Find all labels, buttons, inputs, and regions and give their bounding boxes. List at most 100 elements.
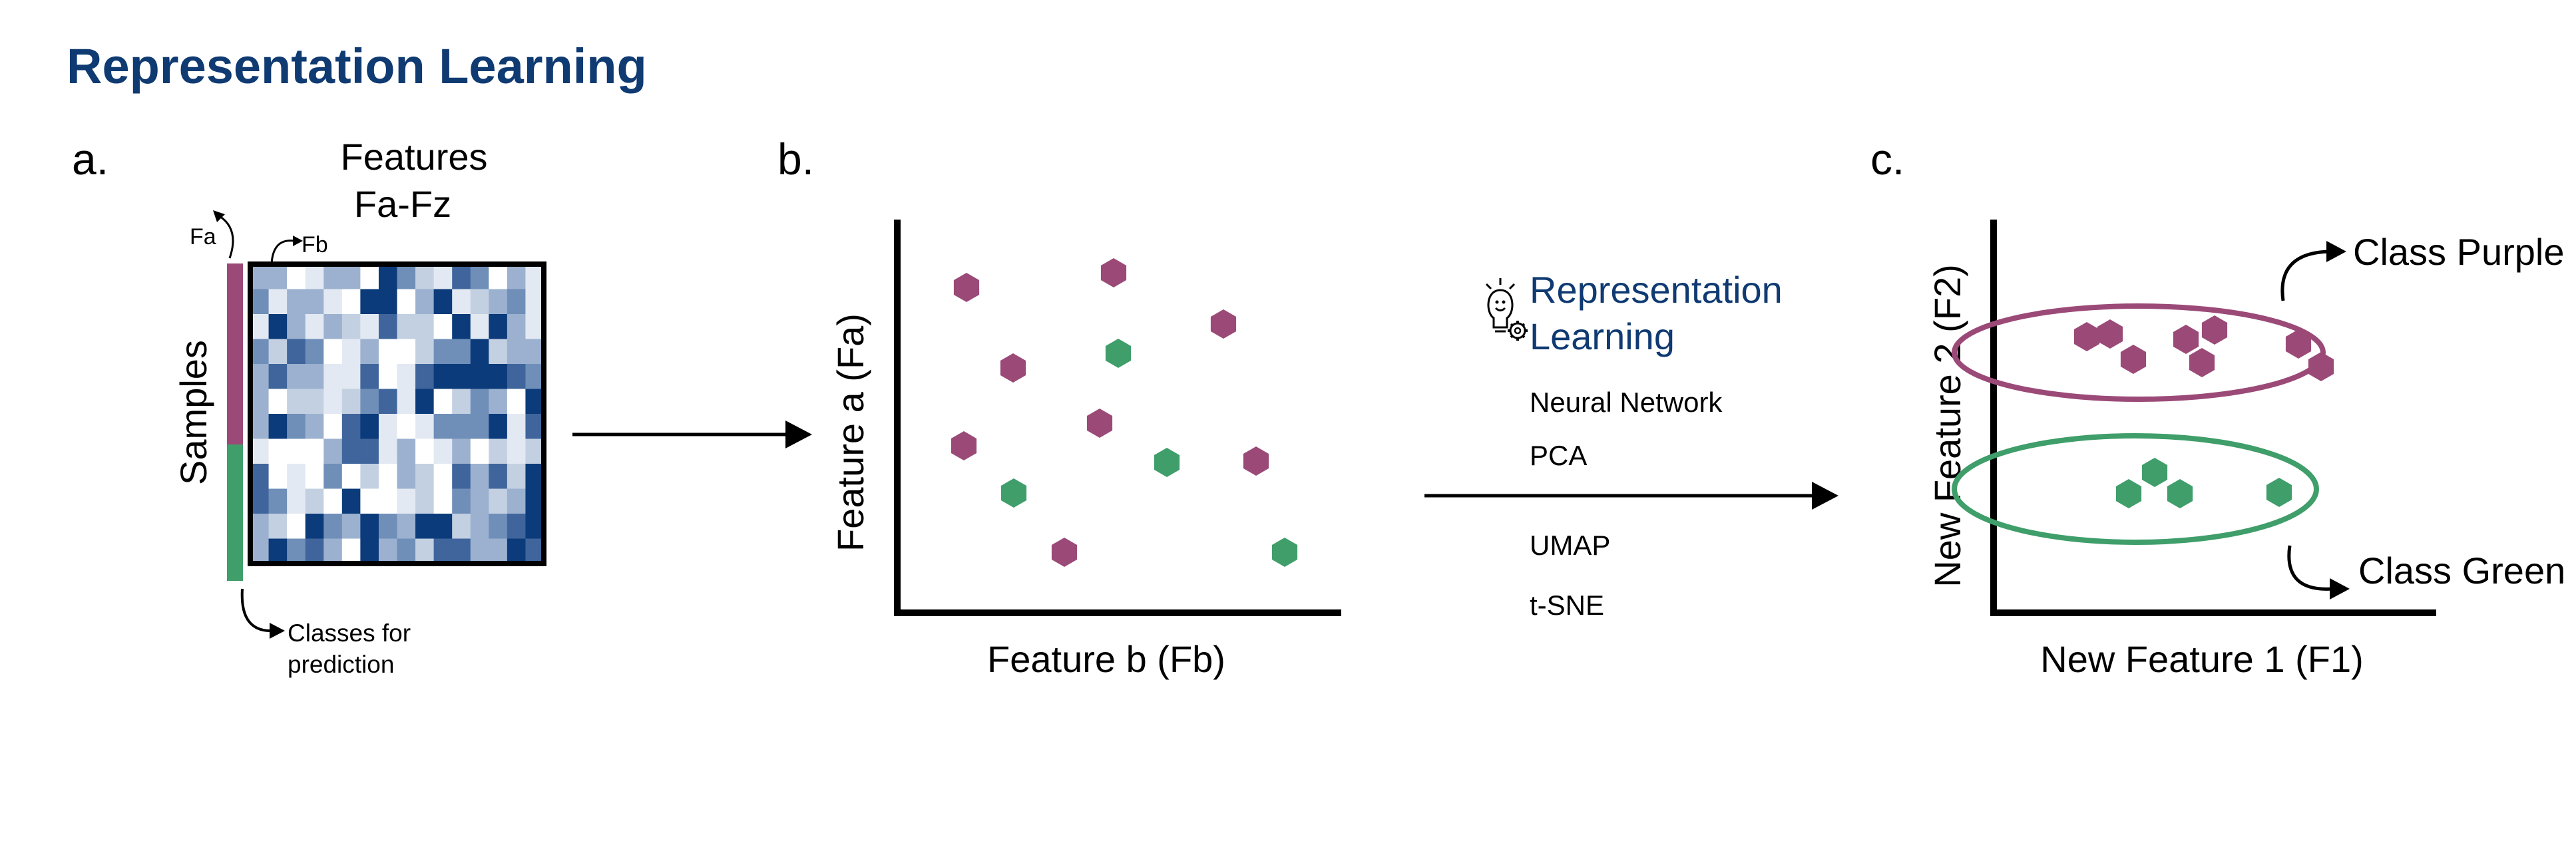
panel-c-points (2073, 315, 2334, 508)
matrix-cell (415, 289, 435, 315)
matrix-cell (470, 364, 489, 389)
matrix-cell (323, 314, 343, 339)
matrix-cell (287, 314, 306, 339)
samples-label: Samples (172, 340, 214, 485)
point-purple (951, 431, 977, 460)
matrix-cell (268, 464, 288, 489)
matrix-cell (415, 264, 435, 289)
matrix-cell (489, 364, 508, 389)
matrix-cell (250, 314, 270, 339)
point-purple (953, 273, 980, 302)
fa-arrow (219, 215, 234, 259)
matrix-cell (250, 339, 270, 365)
matrix-cell (378, 364, 397, 389)
matrix-cell (452, 314, 471, 339)
matrix-cell (415, 514, 435, 539)
matrix-cell (287, 488, 306, 514)
matrix-cell (433, 389, 453, 415)
cluster-ellipse-green (1952, 433, 2319, 545)
class-bar-green (227, 444, 243, 581)
matrix-cell (397, 289, 416, 315)
matrix-cell (489, 289, 508, 315)
matrix-cell (452, 488, 471, 514)
matrix-cell (489, 389, 508, 415)
class-green-label: Class Green (2358, 550, 2565, 592)
class-green-arrow (2287, 545, 2334, 591)
point-purple (1100, 258, 1127, 287)
matrix-cell (341, 514, 361, 539)
matrix-cell (397, 389, 416, 415)
point-purple (2285, 329, 2312, 359)
matrix-cell (433, 364, 453, 389)
matrix-cell (250, 464, 270, 489)
fa-arrowhead (213, 210, 225, 222)
arrow-a-to-b-head (785, 421, 812, 448)
matrix-cell (397, 538, 416, 564)
matrix-cell (470, 464, 489, 489)
matrix-cell (507, 264, 526, 289)
matrix-cell (507, 364, 526, 389)
matrix-cell (525, 438, 544, 464)
matrix-cell (360, 438, 379, 464)
class-purple-arrowhead (2326, 241, 2346, 262)
matrix-cell (470, 414, 489, 439)
matrix-cell (378, 264, 397, 289)
arrow-b-to-c-head (1812, 482, 1838, 510)
point-green (1000, 478, 1027, 508)
point-green (1105, 339, 1132, 368)
matrix-cell (360, 414, 379, 439)
point-purple (1086, 409, 1113, 438)
point-green (1271, 538, 1298, 567)
matrix-cell (397, 314, 416, 339)
matrix-cell (268, 514, 288, 539)
matrix-cell (250, 414, 270, 439)
figure-title: Representation Learning (67, 39, 647, 94)
matrix-cell (525, 538, 544, 564)
panel-b-points (951, 258, 1298, 567)
matrix-cell (341, 438, 361, 464)
point-purple (2201, 315, 2228, 345)
classes-arrowhead (270, 623, 285, 639)
matrix-cell (323, 364, 343, 389)
matrix-cell (305, 488, 324, 514)
matrix-cell (525, 339, 544, 365)
point-purple (2189, 348, 2215, 377)
method-pca: PCA (1530, 440, 1587, 471)
matrix-cell (287, 339, 306, 365)
matrix-cell (250, 538, 270, 564)
lightbulb-gear-icon (1485, 278, 1528, 341)
matrix-cell (433, 339, 453, 365)
matrix-cell (397, 414, 416, 439)
matrix-cell (287, 264, 306, 289)
matrix-cell (378, 389, 397, 415)
matrix-cell (287, 514, 306, 539)
fb-arrow (270, 240, 295, 265)
matrix-cell (525, 264, 544, 289)
matrix-cell (268, 488, 288, 514)
panel-a-label: a. (72, 134, 108, 184)
matrix-cell (305, 414, 324, 439)
point-green (2115, 479, 2142, 508)
panel-c-xlabel: New Feature 1 (F1) (2040, 638, 2364, 680)
matrix-cell (268, 314, 288, 339)
cluster-ellipse-purple (1952, 303, 2326, 402)
panel-b-xlabel: Feature b (Fb) (987, 638, 1225, 680)
fb-arrowhead (293, 236, 303, 246)
matrix-cell (525, 464, 544, 489)
point-purple (2120, 345, 2147, 374)
matrix-cell (452, 389, 471, 415)
matrix-cell (525, 488, 544, 514)
matrix-cell (507, 414, 526, 439)
matrix-cell (507, 389, 526, 415)
panel-c-label: c. (1870, 134, 1904, 184)
matrix-cell (341, 339, 361, 365)
matrix-border (248, 261, 546, 566)
matrix-cell (378, 514, 397, 539)
matrix-cell (525, 514, 544, 539)
matrix-cell (452, 339, 471, 365)
matrix-cell (415, 464, 435, 489)
point-purple (1051, 538, 1078, 567)
fb-label: Fb (302, 232, 328, 257)
method-tsne: t-SNE (1530, 590, 1604, 621)
matrix-cell (525, 414, 544, 439)
